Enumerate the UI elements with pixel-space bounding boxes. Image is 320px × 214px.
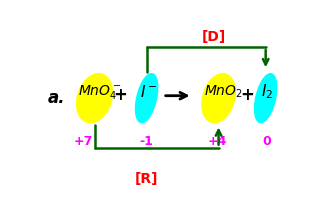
Text: +: +	[240, 86, 254, 104]
Text: +7: +7	[74, 135, 93, 147]
Text: $MnO_4^-$: $MnO_4^-$	[78, 83, 122, 101]
Ellipse shape	[255, 74, 277, 123]
Text: -1: -1	[140, 135, 154, 147]
Ellipse shape	[76, 74, 113, 123]
Text: a.: a.	[47, 89, 65, 107]
Text: 0: 0	[262, 135, 271, 147]
Text: $I^-$: $I^-$	[140, 84, 158, 100]
Ellipse shape	[202, 74, 235, 123]
Text: +4: +4	[208, 135, 227, 147]
Text: $MnO_2$: $MnO_2$	[204, 83, 243, 100]
Text: $I_2$: $I_2$	[261, 82, 274, 101]
Text: [D]: [D]	[202, 30, 226, 44]
Ellipse shape	[136, 74, 158, 123]
Text: +: +	[114, 86, 128, 104]
Text: [R]: [R]	[135, 172, 158, 186]
